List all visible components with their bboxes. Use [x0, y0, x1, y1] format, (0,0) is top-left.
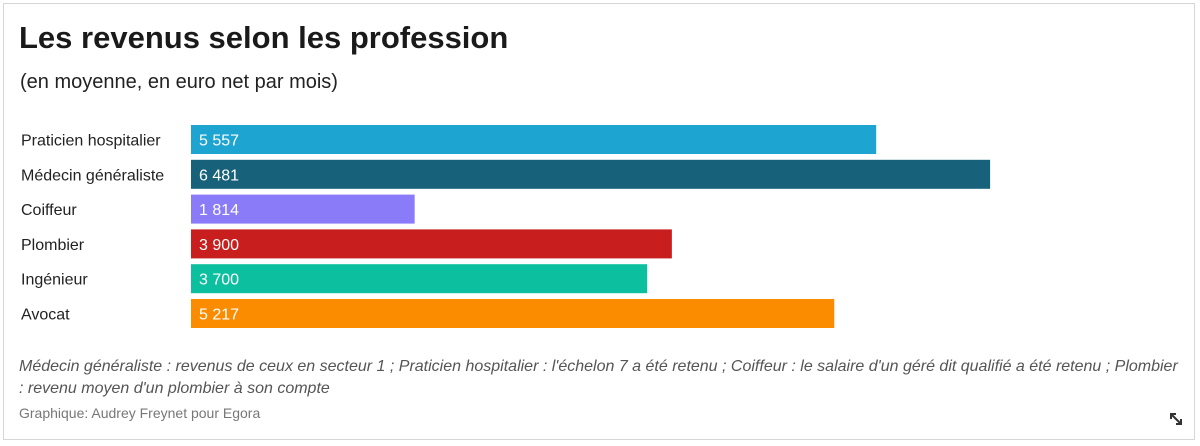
category-label-praticien-hospitalier: Praticien hospitalier — [21, 133, 161, 150]
value-label-avocat: 5 217 — [199, 307, 239, 324]
category-label-ingenieur: Ingénieur — [21, 272, 88, 289]
chart-subtitle: (en moyenne, en euro net par mois) — [20, 71, 338, 93]
bar-praticien-hospitalier[interactable] — [191, 125, 877, 154]
bar-medecin-generaliste[interactable] — [191, 159, 991, 189]
value-label-coiffeur: 1 814 — [199, 202, 239, 219]
value-label-medecin-generaliste: 6 481 — [199, 167, 239, 184]
chart-source: Graphique: Audrey Freynet pour Egora — [19, 405, 261, 421]
category-label-avocat: Avocat — [21, 307, 70, 324]
chart-footnote: Médecin généraliste : revenus de ceux en… — [19, 358, 1178, 397]
bar-coiffeur[interactable] — [191, 194, 415, 224]
expand-icon[interactable] — [1168, 411, 1184, 427]
bar-plombier[interactable] — [191, 229, 672, 259]
category-label-medecin-generaliste: Médecin généraliste — [21, 167, 164, 184]
bar-ingenieur[interactable] — [191, 264, 648, 294]
bar-avocat[interactable] — [191, 299, 835, 328]
value-label-plombier: 3 900 — [199, 237, 239, 254]
category-label-plombier: Plombier — [21, 237, 85, 254]
value-label-ingenieur: 3 700 — [199, 272, 239, 289]
chart-title: Les revenus selon les profession — [19, 20, 509, 55]
value-label-praticien-hospitalier: 5 557 — [199, 133, 239, 150]
category-label-coiffeur: Coiffeur — [21, 202, 77, 219]
